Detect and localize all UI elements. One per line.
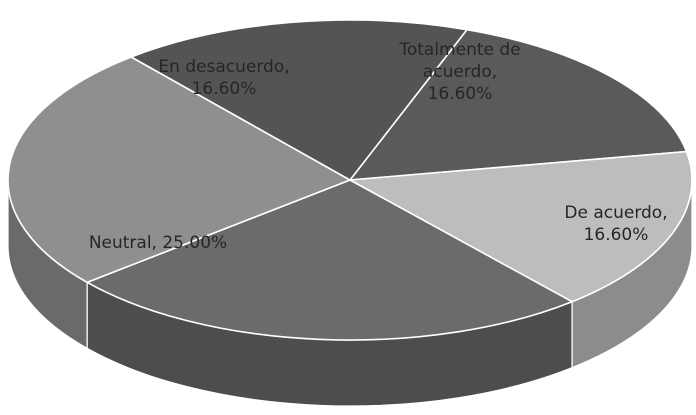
pie-slice-de-acuerdo xyxy=(349,150,693,303)
pie-slice-unlabeled-slice xyxy=(86,179,573,341)
pie-top xyxy=(7,19,693,341)
pie-slice-en-desacuerdo xyxy=(130,19,468,181)
pie-slice-neutral xyxy=(7,56,351,284)
data-label-de-acuerdo: De acuerdo, 16.60% xyxy=(564,203,667,245)
data-label-neutral: Neutral, 25.00% xyxy=(89,233,227,253)
pie-data-labels: Totalmente de acuerdo, 16.60% De acuerdo, 16… xyxy=(89,40,668,253)
pie-slice-totalmente-de-acuerdo xyxy=(349,28,688,181)
data-label-totalmente-de-acuerdo: Totalmente de acuerdo, 16.60% xyxy=(398,40,520,104)
data-label-en-desacuerdo: En desacuerdo, 16.60% xyxy=(158,57,289,99)
